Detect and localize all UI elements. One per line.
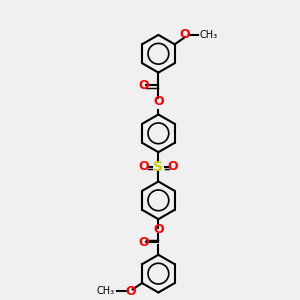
Text: CH₃: CH₃	[200, 30, 218, 40]
Text: S: S	[153, 160, 164, 174]
Text: O: O	[168, 160, 178, 173]
Text: O: O	[138, 236, 149, 249]
Text: CH₃: CH₃	[97, 286, 115, 296]
Text: O: O	[153, 95, 164, 108]
Text: O: O	[138, 160, 149, 173]
Text: O: O	[153, 223, 164, 236]
Text: O: O	[138, 79, 149, 92]
Text: O: O	[180, 28, 190, 41]
Text: O: O	[125, 285, 136, 298]
